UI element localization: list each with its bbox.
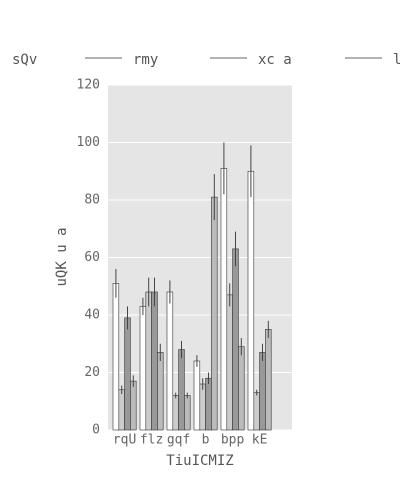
bar xyxy=(166,291,174,431)
y-tick-label: 60 xyxy=(84,250,100,265)
bar xyxy=(211,196,218,431)
x-tick-label: rqU xyxy=(113,433,136,448)
legend-label: xc a xyxy=(258,52,292,68)
bar xyxy=(253,392,260,431)
bar xyxy=(247,170,255,431)
bar xyxy=(151,291,158,431)
bar xyxy=(184,395,191,431)
y-axis-label: uQK u a xyxy=(54,227,70,286)
bar xyxy=(172,395,179,431)
bar xyxy=(193,360,201,431)
y-tick-label: 40 xyxy=(84,308,100,323)
bar xyxy=(118,389,125,431)
bar xyxy=(139,306,147,431)
y-tick-label: 100 xyxy=(77,135,100,150)
x-tick-label: b xyxy=(202,433,210,448)
x-tick-label: bpp xyxy=(221,433,245,448)
bar xyxy=(226,294,233,431)
bar xyxy=(232,248,239,431)
x-tick-label: flz xyxy=(140,433,163,448)
bar xyxy=(259,352,266,431)
bar xyxy=(220,168,228,431)
bar xyxy=(178,349,185,431)
bar xyxy=(124,317,131,431)
x-tick-label: gqf xyxy=(167,433,190,448)
y-tick-label: 120 xyxy=(77,78,100,93)
y-tick-label: 20 xyxy=(84,365,100,380)
bar xyxy=(145,291,152,431)
legend-label: sQv xyxy=(12,52,37,68)
y-tick-label: 80 xyxy=(84,193,100,208)
x-axis-label: TiuICMIZ xyxy=(166,453,233,469)
bar xyxy=(205,377,212,431)
legend-label: rmy xyxy=(133,52,158,68)
bar xyxy=(238,346,245,431)
bar xyxy=(157,352,164,431)
legend-label: l xyxy=(393,52,400,68)
x-tick-label: kE xyxy=(252,433,268,448)
bar xyxy=(112,283,120,431)
bar xyxy=(130,380,137,431)
bar xyxy=(199,383,206,431)
bar xyxy=(265,329,272,431)
y-tick-label: 0 xyxy=(92,423,100,438)
